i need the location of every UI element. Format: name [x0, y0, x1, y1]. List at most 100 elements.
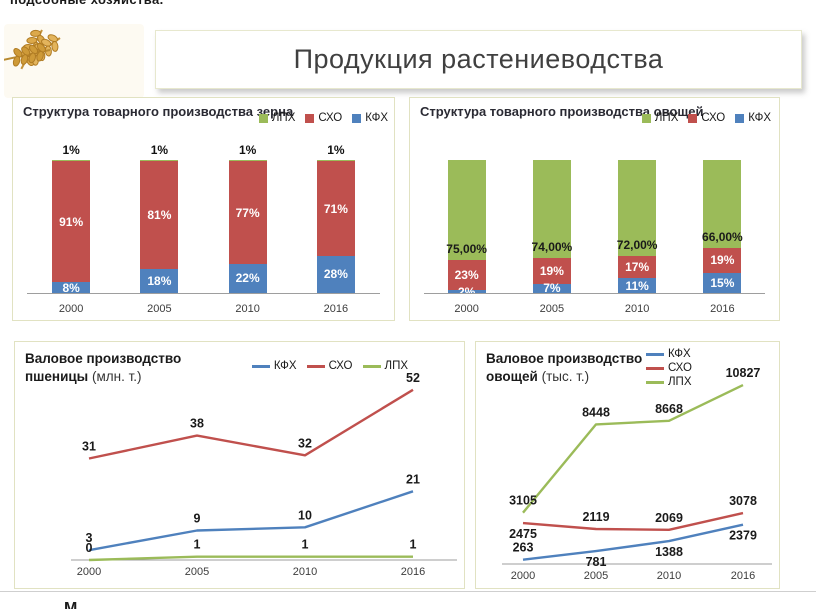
legend-item-КФХ: КФХ [352, 112, 388, 124]
x-tick-2010: 2010 [235, 303, 260, 315]
bar-segment-КФХ-2000: 8% [52, 280, 91, 294]
bar-label-ЛПХ-2010: 72,00% [616, 237, 658, 252]
x-tick-2016: 2016 [710, 303, 735, 315]
vegetables-production-chart-panel: 2000 2005 2010 2016 263 781 1388 2379 2475 2119 20… [475, 341, 780, 589]
bar-segment-СХО-2005: 19% [532, 258, 571, 284]
x-tick-2000: 2000 [58, 303, 84, 315]
data-label-СХО-2000: 31 [82, 440, 96, 454]
bar-segment-ЛПХ-2010 [228, 160, 267, 162]
legend-label: КФХ [273, 360, 297, 372]
chart-legend: ЛПХ СХО КФХ [258, 112, 388, 124]
x-tick-2016: 2016 [731, 570, 755, 582]
wheat-production-chart-panel: 2000 2005 2010 2016 3 9 10 21 31 38 32 52 0 1 1 1 Валов… [14, 341, 465, 589]
data-label-ЛПХ-2016: 10827 [726, 366, 761, 380]
legend-label: СХО [701, 112, 726, 124]
legend-label: СХО [318, 112, 343, 124]
bar-segment-КФХ-2005: 7% [532, 281, 571, 293]
bar-label-ЛПХ-2000: 75,00% [446, 241, 487, 256]
line-series-КФХ [88, 490, 414, 552]
legend-label: СХО [328, 360, 353, 372]
legend-label: ЛПХ [384, 360, 408, 372]
bar-2010: 11% 17% 72,00% [616, 160, 658, 293]
line-series-СХО [522, 511, 744, 532]
grain-structure-chart-panel: Структура товарного производства зерна Л… [12, 97, 395, 321]
legend-swatch-ЛПХ [646, 380, 664, 384]
bar-label-СХО-2005: 81% [147, 208, 172, 223]
legend-swatch-ЛПХ [641, 113, 651, 123]
legend-swatch-КФХ [352, 113, 362, 123]
bar-label-ЛПХ-2016: 1% [327, 143, 345, 157]
bar-segment-КФХ-2010: 22% [228, 263, 267, 293]
bar-label-КФХ-2000: 8% [62, 280, 80, 294]
legend-label: ЛПХ [271, 112, 296, 124]
legend-swatch-СХО [306, 364, 325, 368]
bar-label-ЛПХ-2005: 1% [150, 143, 169, 157]
bar-2005: 7% 19% 74,00% [532, 160, 572, 293]
bar-segment-СХО-2016: 19% [703, 247, 742, 274]
data-label-ЛПХ-2005: 1 [194, 538, 201, 552]
bar-segment-ЛПХ-2016: 66,00% [702, 160, 743, 248]
chart-title: Структура товарного производства зерна [23, 104, 294, 119]
slide-title: Продукция растениеводства [293, 44, 664, 74]
data-label-КФХ-2000: 3 [86, 531, 93, 545]
bar-2005: 18% 81% 1% [140, 143, 179, 293]
legend-label: ЛПХ [668, 376, 692, 388]
data-label-СХО-2005: 2119 [582, 510, 609, 524]
bar-segment-СХО-2005: 81% [140, 161, 179, 270]
bar-label-СХО-2010: 77% [235, 205, 260, 220]
bar-label-СХО-2005: 19% [539, 264, 564, 279]
bar-label-КФХ-2000: 2% [457, 284, 476, 294]
legend-swatch-КФХ [251, 364, 270, 368]
legend-swatch-КФХ [646, 352, 664, 356]
bar-label-СХО-2010: 17% [625, 260, 650, 275]
data-label-КФХ-2000: 263 [513, 541, 534, 555]
wheat-ears-image [0, 24, 144, 103]
data-label-ЛПХ-2010: 1 [302, 538, 309, 552]
bar-label-КФХ-2016: 15% [710, 276, 735, 291]
data-label-ЛПХ-2000: 3105 [509, 494, 537, 508]
bar-label-КФХ-2016: 28% [323, 267, 348, 282]
bar-segment-КФХ-2010: 11% [618, 278, 657, 293]
data-label-КФХ-2010: 10 [298, 508, 312, 522]
data-label-ЛПХ-2010: 8668 [655, 402, 683, 416]
chart-title-unit: (млн. т.) [91, 369, 142, 385]
line-series-ЛПХ [522, 384, 744, 514]
x-axis-ticks: 2000 2005 2010 2016 [424, 303, 765, 315]
bar-segment-ЛПХ-2000: 75,00% [446, 160, 487, 260]
vegetables-structure-chart-panel: Структура товарного производства овощей … [409, 97, 780, 321]
line-series-СХО [88, 388, 414, 460]
chart-title-unit: (тыс. т.) [541, 369, 590, 385]
legend-swatch-КФХ [735, 113, 745, 123]
bar-label-КФХ-2005: 18% [147, 274, 172, 289]
bar-segment-СХО-2016: 71% [316, 161, 355, 256]
bar-label-ЛПХ-2000: 1% [62, 143, 80, 157]
bar-segment-ЛПХ-2010: 72,00% [616, 160, 658, 256]
legend-item-ЛПХ: ЛПХ [362, 360, 408, 372]
chart-legend: ЛПХ СХО КФХ [641, 112, 771, 124]
bar-segment-ЛПХ-2000 [52, 160, 91, 162]
data-label-СХО-2000: 2475 [509, 527, 537, 541]
data-label-КФХ-2005: 9 [194, 512, 201, 526]
bar-2000: 2% 23% 75,00% [446, 160, 487, 294]
legend-label: КФХ [748, 112, 771, 124]
x-axis-ticks: 2000 2005 2010 2016 [27, 303, 380, 315]
bar-segment-ЛПХ-2016 [316, 160, 355, 162]
bar-segment-КФХ-2005: 18% [140, 269, 179, 293]
line-plot: 2000 2005 2010 2016 263 781 1388 2379 2475 2119 20… [502, 366, 772, 582]
bar-segment-СХО-2000: 23% [447, 259, 486, 291]
bar-label-ЛПХ-2016: 66,00% [702, 229, 743, 244]
x-tick-2010: 2010 [657, 570, 681, 582]
data-label-КФХ-2016: 21 [406, 472, 420, 486]
data-label-КФХ-2016: 2379 [729, 529, 757, 543]
x-tick-2005: 2005 [147, 303, 172, 315]
legend-item-КФХ: КФХ [735, 112, 771, 124]
legend-swatch-ЛПХ [362, 364, 381, 368]
chart-title-text: Валовое производство пшеницы [25, 351, 182, 385]
data-label-ЛПХ-2000: 0 [86, 541, 93, 555]
legend-item-ЛПХ: ЛПХ [258, 112, 296, 124]
x-tick-2016: 2016 [401, 566, 425, 578]
bar-plot-area: 2% 23% 75,00% 7% 19% 74,00% 11% 17% 72,00% 15% 19%… [424, 142, 765, 294]
chart-title-text: Валовое производство овощей [486, 351, 643, 385]
legend-item-СХО: СХО [646, 362, 692, 374]
